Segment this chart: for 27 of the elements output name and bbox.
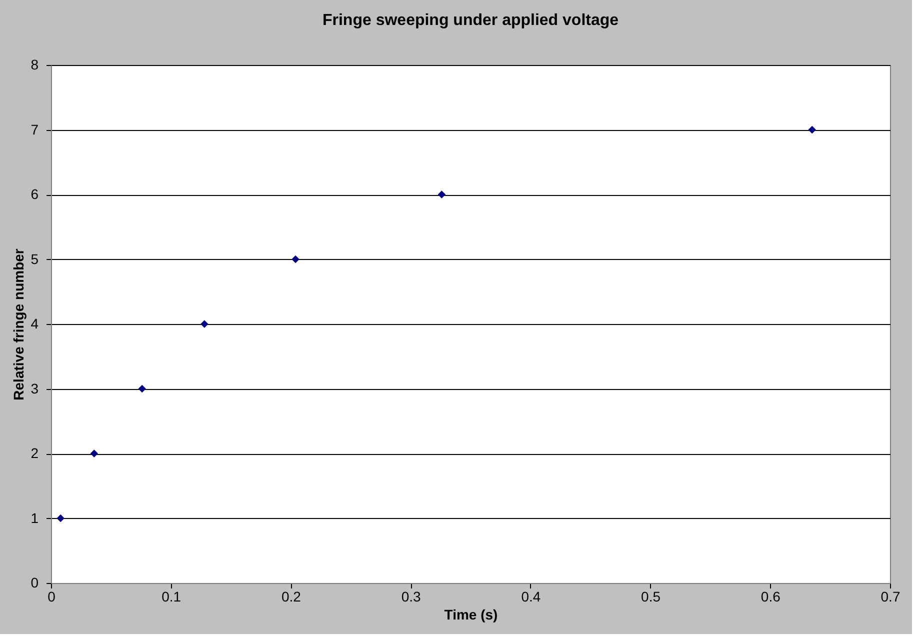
chart-title: Fringe sweeping under applied voltage xyxy=(322,12,619,29)
x-tick-label: 0.4 xyxy=(521,588,541,604)
x-tick-label: 0 xyxy=(48,588,56,604)
y-tick-label: 6 xyxy=(30,186,39,202)
point xyxy=(438,190,446,198)
y-tick-label: 2 xyxy=(30,445,39,461)
x-tick-label: 0.6 xyxy=(760,588,781,604)
y-tick-label: 7 xyxy=(30,121,39,138)
y-tick-label: 0 xyxy=(30,574,39,590)
y-axis-title: Relative fringe number xyxy=(10,248,27,400)
x-axis-title: Time (s) xyxy=(444,606,498,622)
y-tick-label: 3 xyxy=(30,380,39,396)
point xyxy=(200,320,208,328)
point xyxy=(808,126,816,134)
x-tick-label: 0.1 xyxy=(162,588,182,604)
point xyxy=(292,255,300,264)
point xyxy=(56,514,64,522)
y-tick-label: 4 xyxy=(30,316,39,332)
x-tick-label: 0.2 xyxy=(281,588,302,604)
x-tick-label: 0.3 xyxy=(401,588,422,604)
y-tick-label: 8 xyxy=(30,56,39,72)
point xyxy=(90,450,98,458)
x-tick-label: 0.7 xyxy=(880,588,900,604)
x-tick-label: 0.5 xyxy=(641,588,661,604)
point xyxy=(138,384,146,393)
y-tick-label: 5 xyxy=(30,250,39,267)
y-tick-label: 1 xyxy=(30,510,39,526)
